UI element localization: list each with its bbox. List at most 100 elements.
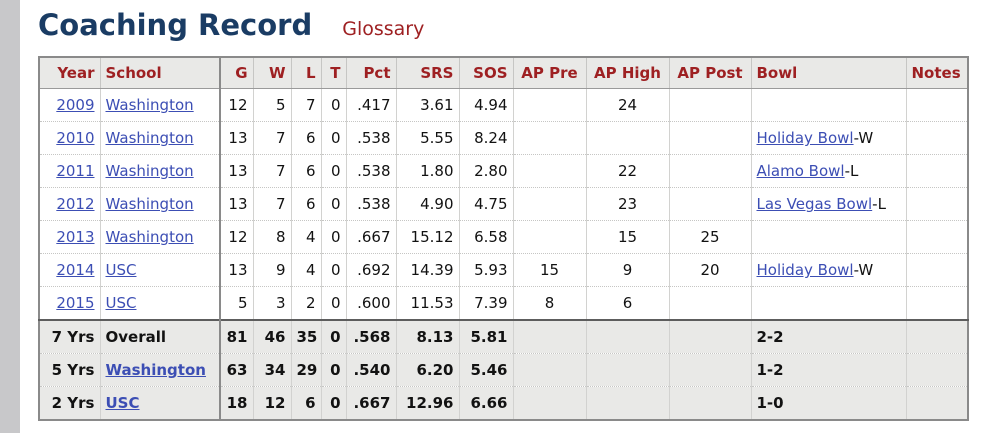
cell-ap_post: 20 — [669, 253, 752, 287]
table-row: 2009 Washington 12 5 7 0.417 3.61 4.94 24 — [39, 88, 969, 122]
cell-notes — [906, 319, 969, 354]
cell-g: 13 — [220, 187, 254, 221]
cell-srs: 12.96 — [396, 386, 460, 421]
school-link[interactable]: Washington — [105, 195, 194, 213]
col-header-notes[interactable]: Notes — [906, 57, 969, 89]
cell-ap_high — [586, 319, 670, 354]
bowl-link[interactable]: Holiday Bowl — [756, 129, 854, 147]
summary-row: 2 Yrs USC 18 12 6 0.667 12.96 6.66 1-0 — [39, 386, 969, 421]
school-link[interactable]: USC — [105, 394, 140, 412]
cell-bowl: 1-0 — [751, 386, 907, 421]
cell-t: 0 — [321, 187, 347, 221]
col-header-ap_pre[interactable]: AP Pre — [513, 57, 587, 89]
cell-ap_pre: 15 — [513, 253, 587, 287]
year-link[interactable]: 2013 — [56, 228, 95, 246]
content-area: Coaching Record Glossary Year School G W L T P… — [38, 6, 969, 421]
glossary-link[interactable]: Glossary — [342, 18, 425, 40]
school-link[interactable]: USC — [105, 261, 137, 279]
cell-ap_high: 22 — [586, 154, 670, 188]
cell-t: 0 — [321, 88, 347, 122]
cell-pct: .417 — [346, 88, 397, 122]
cell-year: 2014 — [39, 253, 101, 287]
coaching-record-table: Year School G W L T Pct SRS SOS AP Pre AP High AP P… — [38, 56, 969, 421]
cell-bowl: Alamo Bowl-L — [751, 154, 907, 188]
col-header-bowl[interactable]: Bowl — [751, 57, 907, 89]
cell-g: 13 — [220, 154, 254, 188]
cell-ap_post — [669, 386, 752, 421]
cell-w: 7 — [253, 154, 292, 188]
cell-sos: 7.39 — [459, 286, 514, 321]
cell-ap_post — [669, 121, 752, 155]
col-header-srs[interactable]: SRS — [396, 57, 460, 89]
cell-g: 13 — [220, 121, 254, 155]
cell-srs: 14.39 — [396, 253, 460, 287]
year-link[interactable]: 2011 — [56, 162, 95, 180]
year-link[interactable]: 2015 — [56, 294, 95, 312]
cell-ap_high: 9 — [586, 253, 670, 287]
cell-ap_high — [586, 121, 670, 155]
cell-g: 18 — [220, 386, 254, 421]
cell-w: 34 — [253, 353, 292, 387]
cell-sos: 5.46 — [459, 353, 514, 387]
school-link[interactable]: Washington — [105, 228, 194, 246]
col-header-g[interactable]: G — [220, 57, 254, 89]
cell-school: Washington — [100, 353, 221, 387]
cell-l: 35 — [291, 319, 322, 354]
cell-ap_high — [586, 386, 670, 421]
year-link[interactable]: 2009 — [56, 96, 95, 114]
col-header-ap_post[interactable]: AP Post — [669, 57, 752, 89]
cell-ap_high: 6 — [586, 286, 670, 321]
cell-w: 9 — [253, 253, 292, 287]
cell-srs: 6.20 — [396, 353, 460, 387]
cell-sos: 8.24 — [459, 121, 514, 155]
cell-w: 46 — [253, 319, 292, 354]
cell-sos: 2.80 — [459, 154, 514, 188]
col-header-school[interactable]: School — [100, 57, 221, 89]
cell-school: Washington — [100, 154, 221, 188]
cell-srs: 3.61 — [396, 88, 460, 122]
school-link[interactable]: Washington — [105, 129, 194, 147]
col-header-pct[interactable]: Pct — [346, 57, 397, 89]
bowl-link[interactable]: Las Vegas Bowl — [756, 195, 873, 213]
cell-year: 2013 — [39, 220, 101, 254]
cell-ap_high: 15 — [586, 220, 670, 254]
cell-school: USC — [100, 386, 221, 421]
cell-sos: 6.66 — [459, 386, 514, 421]
school-link[interactable]: Washington — [105, 96, 194, 114]
cell-srs: 5.55 — [396, 121, 460, 155]
table-row: 2013 Washington 12 8 4 0.667 15.12 6.58 15 25 — [39, 220, 969, 254]
col-header-sos[interactable]: SOS — [459, 57, 514, 89]
cell-sos: 4.75 — [459, 187, 514, 221]
cell-bowl: 1-2 — [751, 353, 907, 387]
cell-g: 12 — [220, 220, 254, 254]
cell-pct: .667 — [346, 386, 397, 421]
cell-t: 0 — [321, 154, 347, 188]
col-header-year[interactable]: Year — [39, 57, 101, 89]
col-header-ap_high[interactable]: AP High — [586, 57, 670, 89]
cell-ap_pre — [513, 353, 587, 387]
school-link[interactable]: USC — [105, 294, 137, 312]
year-link[interactable]: 2010 — [56, 129, 95, 147]
cell-t: 0 — [321, 386, 347, 421]
bowl-link[interactable]: Holiday Bowl — [756, 261, 854, 279]
cell-t: 0 — [321, 319, 347, 354]
cell-w: 5 — [253, 88, 292, 122]
cell-ap_post — [669, 286, 752, 321]
cell-l: 6 — [291, 154, 322, 188]
cell-bowl: 2-2 — [751, 319, 907, 354]
year-link[interactable]: 2014 — [56, 261, 95, 279]
cell-notes — [906, 154, 969, 188]
cell-t: 0 — [321, 286, 347, 321]
cell-w: 7 — [253, 121, 292, 155]
school-link[interactable]: Washington — [105, 162, 194, 180]
cell-school: Overall — [100, 319, 221, 354]
col-header-w[interactable]: W — [253, 57, 292, 89]
col-header-t[interactable]: T — [321, 57, 347, 89]
cell-school: USC — [100, 253, 221, 287]
year-link[interactable]: 2012 — [56, 195, 95, 213]
school-link[interactable]: Washington — [105, 361, 206, 379]
bowl-link[interactable]: Alamo Bowl — [756, 162, 845, 180]
col-header-l[interactable]: L — [291, 57, 322, 89]
cell-l: 7 — [291, 88, 322, 122]
bowl-result-suffix: -L — [844, 162, 859, 180]
